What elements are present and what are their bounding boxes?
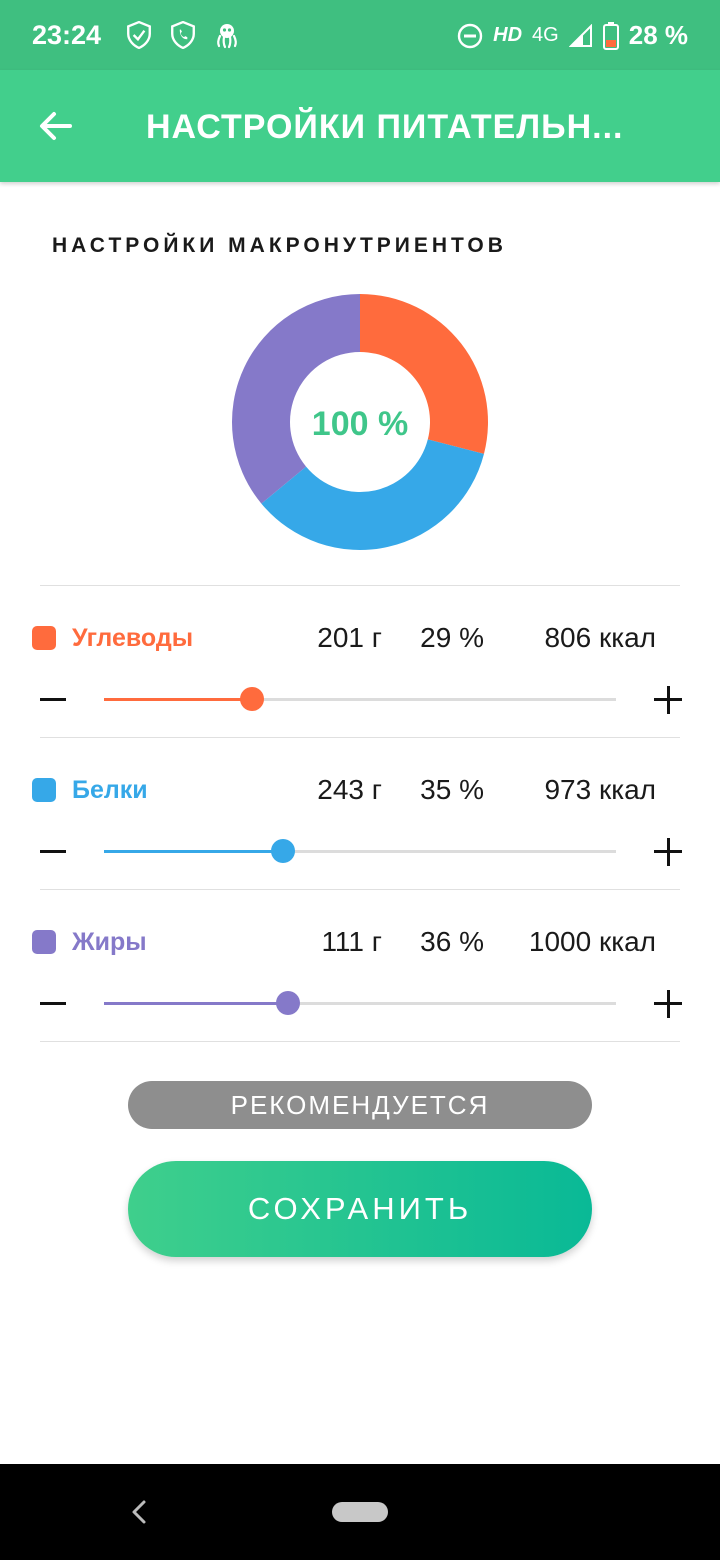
protein-kcal: 973 ккал [544,774,656,805]
shield-phone-icon [171,21,195,49]
app-bar: НАСТРОЙКИ ПИТАТЕЛЬН... [0,70,720,182]
section-title: НАСТРОЙКИ МАКРОНУТРИЕНТОВ [52,234,507,257]
carbs-slider-fill [104,698,253,701]
shield-check-icon [127,21,151,49]
macro-row-carbs: Углеводы 201 г 29 % 806 ккал [0,586,720,738]
status-bar: 23:24 HD 4G 28 % [0,0,720,70]
fats-grams: 111 г [321,926,382,957]
fats-color-dot [32,930,56,954]
fats-slider-thumb[interactable] [276,991,301,1015]
arrow-left-icon[interactable] [36,106,76,146]
nav-back-icon[interactable] [128,1498,150,1526]
protein-slider-thumb[interactable] [271,839,296,863]
carbs-increase-button[interactable] [654,686,682,714]
carbs-slider[interactable] [104,687,616,711]
divider [40,889,680,890]
protein-label: Белки [72,776,148,804]
carbs-decrease-button[interactable] [40,698,66,701]
protein-slider-fill [104,850,284,853]
fats-decrease-button[interactable] [40,1002,66,1005]
fats-label: Жиры [72,928,147,956]
divider [40,1041,680,1042]
fats-percent: 36 % [420,926,484,957]
donut-slice-carbs [360,294,488,454]
protein-percent: 35 % [420,774,484,805]
signal-icon [568,23,592,47]
carbs-kcal: 806 ккал [544,622,656,653]
carbs-percent: 29 % [420,622,484,653]
divider [40,737,680,738]
carbs-label: Углеводы [72,624,194,652]
nav-home-pill[interactable] [332,1502,388,1522]
macronutrient-donut-chart [232,294,488,550]
donut-slice-protein [261,439,484,550]
protein-color-dot [32,778,56,802]
carbs-color-dot [32,626,56,650]
battery-icon [602,21,619,50]
hd-indicator: HD [493,24,523,46]
fats-kcal: 1000 ккал [528,926,656,957]
protein-increase-button[interactable] [654,838,682,866]
battery-percent: 28 % [628,20,688,50]
save-button[interactable]: СОХРАНИТЬ [128,1161,592,1257]
fats-slider[interactable] [104,991,616,1015]
protein-grams: 243 г [317,774,382,805]
protein-decrease-button[interactable] [40,850,66,853]
status-notification-icons [126,21,240,49]
page-title: НАСТРОЙКИ ПИТАТЕЛЬН... [146,108,624,146]
fats-slider-fill [104,1002,289,1005]
divider [40,585,680,586]
carbs-grams: 201 г [317,622,382,653]
macro-row-fats: Жиры 111 г 36 % 1000 ккал [0,890,720,1042]
network-type: 4G [532,24,559,46]
do-not-disturb-icon [457,23,483,48]
protein-slider[interactable] [104,839,616,863]
status-time: 23:24 [32,20,102,50]
carbs-slider-thumb[interactable] [240,687,265,711]
recommended-button[interactable]: РЕКОМЕНДУЕТСЯ [128,1081,592,1129]
system-nav-bar [0,1464,720,1560]
octopus-icon [217,24,237,49]
donut-slice-fats [232,294,360,504]
status-system-icons: HD 4G 28 % [457,20,688,51]
macro-row-protein: Белки 243 г 35 % 973 ккал [0,738,720,890]
fats-increase-button[interactable] [654,990,682,1018]
donut-center-label: 100 % [311,405,409,443]
